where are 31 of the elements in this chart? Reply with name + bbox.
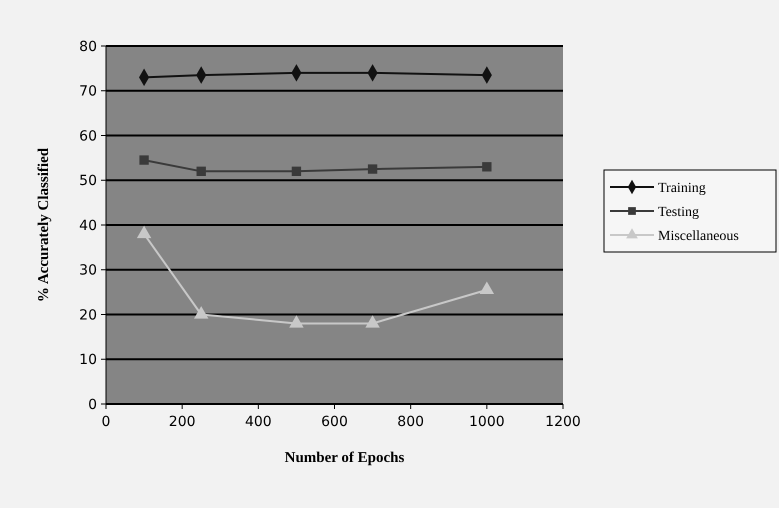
- y-tick-label: 60: [79, 128, 97, 144]
- point: [137, 226, 151, 238]
- y-tick-label: 10: [79, 352, 97, 368]
- legend-label: Miscellaneous: [658, 228, 739, 244]
- x-tick-label: 800: [397, 414, 424, 430]
- point: [480, 282, 494, 294]
- y-tick-label: 70: [79, 84, 97, 100]
- x-tick-label: 600: [321, 414, 348, 430]
- y-tick-label: 80: [79, 38, 97, 55]
- x-tick-label: 1000: [469, 414, 505, 430]
- point: [366, 316, 380, 328]
- point: [139, 155, 149, 165]
- y-tick-label: 50: [79, 173, 97, 190]
- y-tick-label: 30: [79, 262, 97, 279]
- point: [290, 316, 304, 328]
- y-tick-label: 0: [88, 396, 97, 413]
- x-tick-label: 0: [102, 414, 110, 430]
- y-tick-label: 40: [79, 218, 97, 234]
- x-tick-label: 200: [168, 414, 196, 430]
- point: [482, 162, 492, 172]
- point: [194, 306, 208, 319]
- x-axis-title: Number of Epochs: [284, 450, 405, 466]
- legend-label: Testing: [658, 204, 700, 220]
- x-tick-label: 1200: [545, 414, 581, 430]
- y-axis-title: % Accurately Classified: [36, 147, 52, 302]
- legend-label: Training: [658, 180, 706, 196]
- x-tick-label: 400: [244, 414, 272, 430]
- point: [292, 166, 302, 176]
- y-tick-label: 20: [79, 307, 97, 324]
- point: [196, 166, 206, 176]
- point: [368, 164, 378, 174]
